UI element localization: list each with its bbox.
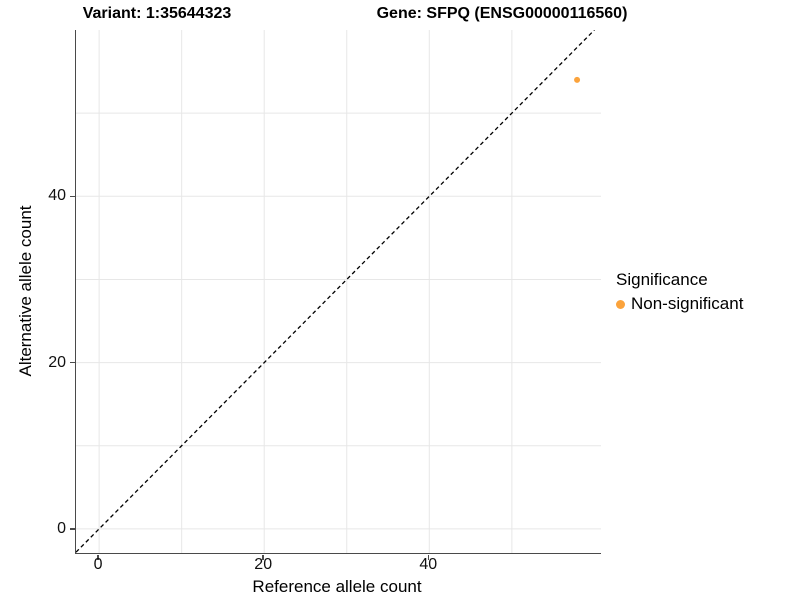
x-axis-tick <box>427 554 430 560</box>
identity-line <box>76 30 595 553</box>
x-axis-title: Reference allele count <box>252 577 422 596</box>
plot-title-variant: Variant: 1:35644323 <box>82 5 232 22</box>
y-axis-title: Alternative allele count <box>16 205 35 377</box>
y-axis-tick <box>69 528 75 530</box>
y-tick-label: 20 <box>48 353 66 371</box>
x-tick-label: 0 <box>93 556 103 573</box>
legend-title: Significance <box>616 270 708 289</box>
x-tick-label: 20 <box>254 556 273 573</box>
y-tick-label: 0 <box>57 520 66 538</box>
plot-panel <box>75 30 601 554</box>
y-axis-tick <box>69 195 75 198</box>
y-tick-label: 40 <box>48 187 66 205</box>
data-point <box>574 76 581 83</box>
x-tick-label: 40 <box>419 556 438 573</box>
y-axis-tick <box>69 361 75 364</box>
plot-title-gene: Gene: SFPQ (ENSG00000116560) <box>376 5 628 22</box>
legend: Significance Non-significant <box>616 270 743 314</box>
legend-entry: Non-significant <box>616 294 743 314</box>
point-icon <box>616 299 625 309</box>
legend-entry-label: Non-significant <box>631 294 744 313</box>
x-axis-tick <box>97 554 99 560</box>
x-axis-tick <box>262 554 264 560</box>
